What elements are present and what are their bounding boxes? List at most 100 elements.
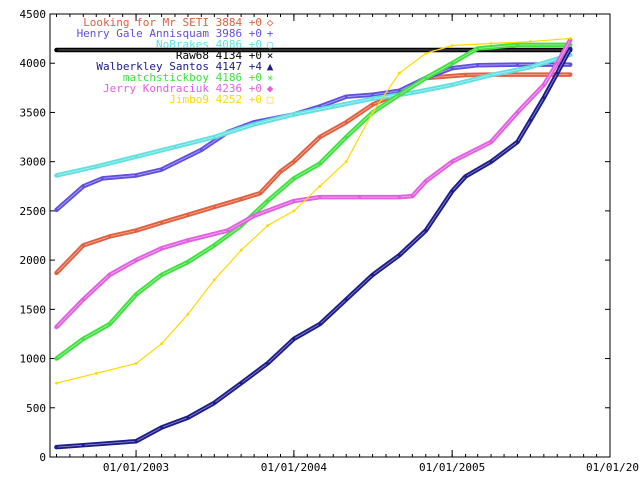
legend-marker: ○ [267, 38, 274, 51]
data-point [398, 253, 401, 257]
data-point [186, 416, 190, 420]
data-point [476, 47, 480, 50]
data-point [476, 63, 480, 67]
x-tick-label: 01/01/2003 [103, 461, 169, 474]
data-point [292, 177, 296, 180]
series-line-highlight [56, 39, 571, 328]
data-point [318, 322, 322, 326]
data-point [212, 243, 216, 247]
data-point [410, 194, 414, 198]
data-point [55, 174, 58, 177]
data-point [160, 342, 163, 346]
data-point [464, 175, 467, 178]
series-jerry-kondraciuk [54, 37, 573, 330]
plot-area [49, 13, 611, 458]
series-line [55, 37, 571, 384]
data-point [212, 205, 216, 209]
data-point [398, 71, 401, 75]
legend-entry: NoBrakes 4086 +0 [156, 38, 262, 51]
y-tick-label: 1000 [20, 353, 47, 366]
y-tick-label: 4000 [20, 57, 47, 70]
data-point [212, 401, 216, 405]
legend-entry: Walberkley Santos 4147 +4 [96, 60, 262, 73]
data-point [371, 273, 374, 277]
x-tick-label: 01/01/20 [586, 461, 639, 474]
data-point [424, 51, 428, 55]
data-point [555, 71, 559, 75]
data-point [55, 208, 58, 212]
y-tick-label: 3000 [20, 156, 47, 169]
data-point [199, 148, 203, 152]
data-point [100, 177, 104, 180]
data-point [266, 199, 269, 203]
series-walberkley-santos [54, 46, 573, 450]
data-point [55, 325, 58, 329]
data-point [568, 37, 572, 40]
data-point [226, 229, 230, 232]
data-point [239, 248, 243, 252]
data-point [424, 76, 428, 80]
legend-entry: Jerry Kondraciuk 4236 +0 [103, 82, 262, 95]
data-point [134, 362, 138, 365]
data-point [424, 179, 428, 183]
data-point [81, 443, 85, 447]
data-point [94, 165, 98, 168]
legend-marker: □ [267, 93, 274, 106]
data-point [331, 105, 335, 108]
legend-marker: × [267, 49, 274, 62]
data-point [108, 322, 112, 326]
legend: Looking for Mr SETI 3884 +0 ◇ Henry Gale A… [77, 16, 274, 106]
legend-marker: ◆ [267, 82, 274, 95]
data-point [516, 43, 519, 47]
data-point [258, 191, 262, 195]
data-point [186, 213, 190, 217]
data-point [568, 47, 572, 51]
data-point [489, 140, 493, 144]
data-point [212, 278, 216, 282]
legend-marker: ✳ [267, 71, 274, 84]
data-point [55, 48, 58, 52]
data-point [344, 120, 348, 124]
data-point [81, 184, 85, 188]
data-point [134, 229, 138, 232]
y-tick-label: 2500 [20, 205, 47, 218]
y-axis: 0 500 1000 1500 2000 2500 3000 3500 4000 4500 [20, 8, 610, 464]
data-point [134, 293, 138, 296]
data-point [398, 89, 401, 93]
data-point [450, 44, 454, 47]
series-matchstickboy [54, 42, 573, 361]
data-point [160, 221, 163, 225]
data-point [252, 214, 256, 218]
data-point [410, 91, 414, 95]
data-point [81, 337, 85, 341]
data-point [292, 337, 296, 341]
data-point [55, 381, 58, 385]
data-point [529, 65, 532, 69]
data-point [81, 243, 85, 247]
legend-marker: ▲ [267, 60, 274, 73]
data-point [542, 83, 546, 87]
series-line-highlight [56, 54, 571, 176]
data-point [239, 197, 243, 201]
x-tick-label: 01/01/2004 [261, 461, 328, 474]
data-point [529, 118, 532, 122]
legend-entry: Jimbo9 4252 +0 [169, 93, 262, 106]
data-point [266, 224, 269, 228]
data-point [239, 381, 243, 385]
data-point [186, 260, 190, 264]
data-point [55, 271, 58, 275]
data-point [398, 93, 401, 97]
data-point [318, 135, 322, 139]
data-point [344, 95, 348, 99]
data-point [371, 103, 374, 106]
data-point [160, 168, 163, 171]
data-point [371, 93, 374, 97]
data-point [173, 145, 177, 149]
data-point [292, 209, 296, 213]
data-point [450, 83, 454, 87]
data-point [55, 357, 58, 360]
y-tick-label: 3500 [20, 106, 47, 119]
data-point [529, 40, 532, 43]
data-point [134, 174, 138, 177]
